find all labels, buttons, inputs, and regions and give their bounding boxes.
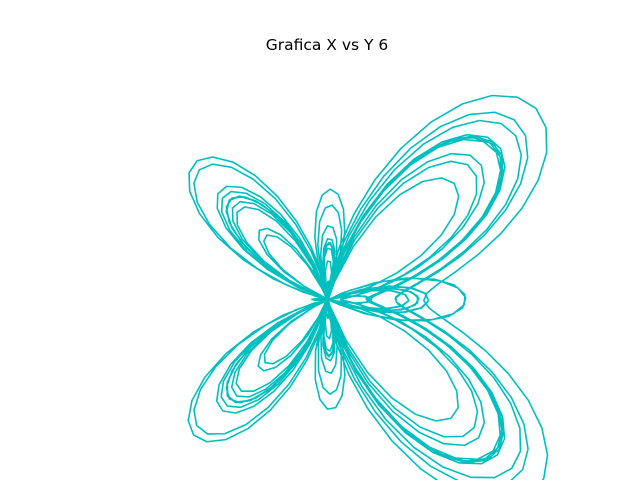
- chart-title: Grafica X vs Y 6: [266, 36, 389, 54]
- plot-area: [187, 94, 549, 480]
- series-line-curve: [187, 94, 549, 480]
